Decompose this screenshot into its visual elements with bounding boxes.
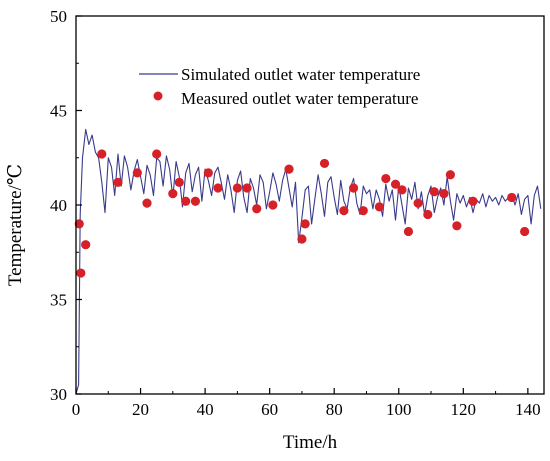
- measured-point: [213, 183, 223, 193]
- measured-point: [74, 219, 84, 229]
- y-tick-label: 35: [50, 291, 67, 310]
- measured-point: [203, 168, 213, 178]
- x-tick-label: 20: [132, 400, 149, 419]
- measured-series: [74, 149, 530, 278]
- x-axis-label: Time/h: [283, 432, 338, 453]
- measured-point: [507, 192, 517, 203]
- y-tick-label: 30: [50, 385, 67, 404]
- measured-point: [142, 198, 152, 208]
- x-tick-label: 120: [451, 400, 477, 419]
- measured-point: [81, 240, 91, 250]
- measured-point: [429, 187, 439, 197]
- measured-point: [381, 173, 391, 184]
- measured-point: [348, 183, 359, 193]
- y-tick-label: 50: [50, 7, 67, 26]
- measured-point: [439, 189, 449, 199]
- x-tick-label: 140: [515, 400, 541, 419]
- simulated-line: [75, 128, 542, 395]
- measured-point: [403, 226, 414, 237]
- measured-point: [520, 226, 530, 237]
- measured-point: [232, 183, 242, 193]
- measured-point: [252, 204, 262, 214]
- measured-point: [174, 177, 184, 187]
- measured-point: [152, 149, 162, 159]
- x-tick-label: 40: [197, 400, 214, 419]
- y-axis: 30 35 40 45 50: [50, 7, 82, 404]
- x-tick-label: 80: [326, 400, 343, 419]
- measured-point: [76, 268, 86, 278]
- measured-point: [319, 158, 330, 169]
- measured-point: [297, 234, 307, 244]
- measured-point: [374, 202, 384, 212]
- y-tick-label: 45: [50, 102, 67, 121]
- measured-point: [97, 149, 107, 159]
- measured-point: [268, 200, 278, 210]
- legend-label-measured: Measured outlet water temperature: [181, 89, 418, 108]
- measured-point: [390, 179, 401, 189]
- x-axis: 0 20 40 60 80 100 120 140: [72, 388, 541, 419]
- measured-point: [168, 189, 178, 199]
- x-tick-label: 100: [386, 400, 412, 419]
- measured-point: [300, 219, 310, 229]
- y-axis-label: Temperature/℃: [5, 164, 26, 286]
- measured-point: [413, 198, 423, 208]
- measured-point: [242, 183, 252, 193]
- measured-point: [132, 168, 142, 178]
- measured-point: [397, 185, 407, 195]
- measured-point: [284, 164, 294, 174]
- y-tick-label: 40: [50, 196, 67, 215]
- legend-label-simulated: Simulated outlet water temperature: [181, 65, 420, 84]
- x-tick-label: 60: [261, 400, 278, 419]
- measured-point: [190, 196, 201, 206]
- measured-point: [113, 177, 123, 187]
- measured-point: [445, 170, 455, 180]
- legend-dot-swatch: [153, 91, 163, 101]
- measured-point: [468, 196, 478, 206]
- x-tick-label: 0: [72, 400, 81, 419]
- measured-point: [358, 206, 368, 216]
- measured-point: [423, 209, 433, 220]
- measured-point: [452, 221, 462, 231]
- measured-point: [181, 196, 191, 206]
- simulated-series: [75, 128, 542, 395]
- measured-point: [339, 206, 349, 216]
- legend: Simulated outlet water temperature Measu…: [139, 65, 420, 108]
